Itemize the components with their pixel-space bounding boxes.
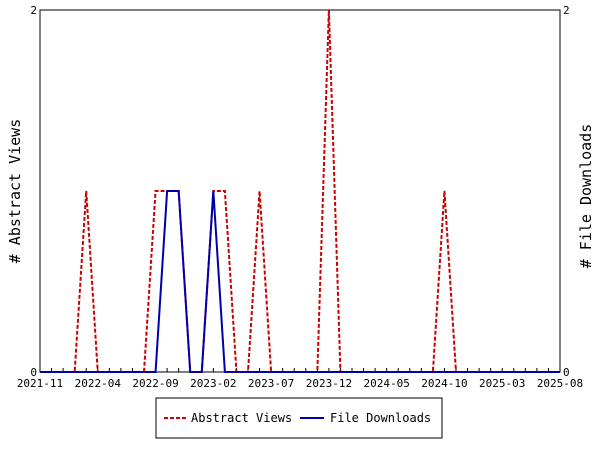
x-tick-label: 2023-02 <box>190 377 236 390</box>
plot-area <box>39 9 561 373</box>
legend: Abstract Views File Downloads <box>155 397 443 439</box>
y-tick-label-left: 0 <box>30 366 37 379</box>
y-tick-label-right: 2 <box>563 4 570 17</box>
legend-label-file-downloads: File Downloads <box>330 411 431 425</box>
x-tick-label: 2025-08 <box>537 377 583 390</box>
x-tick-label: 2024-05 <box>363 377 409 390</box>
y-axis-tick-labels: 0 0 2 2 <box>30 4 569 379</box>
x-tick-label: 2023-12 <box>306 377 352 390</box>
x-tick-label: 2022-04 <box>75 377 122 390</box>
x-tick-label: 2024-10 <box>421 377 467 390</box>
y-tick-label-left: 2 <box>30 4 37 17</box>
series-lines <box>40 9 560 373</box>
x-tick-label: 2025-03 <box>479 377 525 390</box>
x-tick-label: 2021-11 <box>17 377 63 390</box>
x-tick-label: 2022-09 <box>132 377 178 390</box>
x-axis-tick-labels: 2021-11 2022-04 2022-09 2023-02 2023-07 2023-… <box>17 377 583 390</box>
y-axis-right-title: # File Downloads <box>577 124 595 269</box>
y-axis-left-title: # Abstract Views <box>6 119 24 264</box>
y-tick-label-right: 0 <box>563 366 570 379</box>
x-tick-label: 2023-07 <box>248 377 294 390</box>
series-line-file-downloads <box>40 190 560 373</box>
legend-label-abstract-views: Abstract Views <box>191 411 292 425</box>
legend-box <box>155 397 443 439</box>
